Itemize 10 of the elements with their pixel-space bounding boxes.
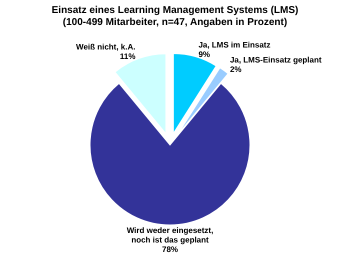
slice-label: Ja, LMS-Einsatz geplant [230, 56, 322, 65]
data-label: 78% [162, 245, 178, 254]
slice-label: Ja, LMS im Einsatz [198, 40, 270, 50]
data-label: 11% [120, 52, 136, 61]
slice-label: Weiß nicht, k.A. [76, 42, 136, 52]
chart-title: Einsatz eines Learning Management Systems (LMS) [52, 5, 298, 16]
data-label: 9% [198, 50, 210, 59]
data-label: 2% [230, 65, 242, 74]
slice-label: Wird weder eingesetzt, noch ist das geplant [126, 226, 214, 244]
chart-subtitle: (100-499 Mitarbeiter, n=47, Angaben in Prozent) [62, 17, 288, 28]
